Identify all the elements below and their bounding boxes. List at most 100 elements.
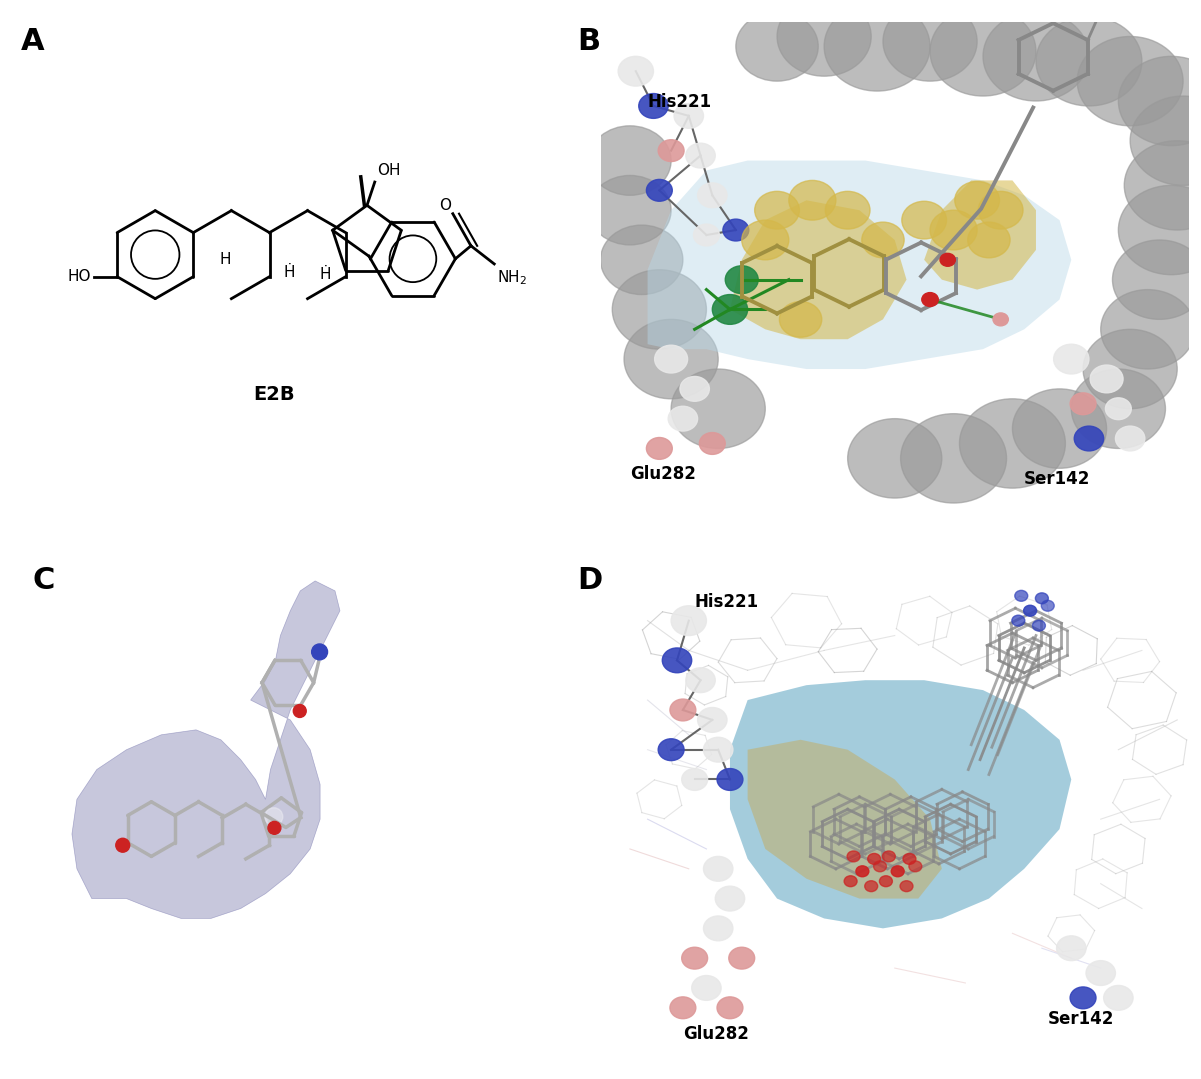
Circle shape — [1077, 37, 1183, 126]
Text: His221: His221 — [694, 592, 759, 611]
Circle shape — [754, 191, 800, 229]
Circle shape — [1033, 620, 1045, 631]
Text: Ḣ: Ḣ — [319, 267, 331, 282]
Circle shape — [698, 708, 727, 733]
Circle shape — [668, 406, 698, 432]
Circle shape — [682, 947, 707, 969]
Circle shape — [955, 181, 999, 219]
Circle shape — [930, 210, 978, 250]
Circle shape — [646, 179, 673, 202]
Text: Glu282: Glu282 — [683, 1025, 748, 1042]
Circle shape — [1036, 16, 1142, 106]
Circle shape — [625, 319, 718, 399]
Circle shape — [1118, 56, 1201, 146]
Circle shape — [1015, 590, 1028, 601]
Circle shape — [588, 176, 671, 245]
Circle shape — [1041, 600, 1054, 611]
Circle shape — [1057, 935, 1086, 960]
Circle shape — [1074, 426, 1104, 451]
Circle shape — [658, 139, 685, 162]
Polygon shape — [925, 180, 1036, 289]
Circle shape — [979, 191, 1023, 229]
Text: D: D — [576, 566, 602, 595]
Circle shape — [891, 865, 904, 877]
Text: Ser142: Ser142 — [1024, 470, 1091, 488]
Circle shape — [900, 880, 913, 891]
Circle shape — [716, 886, 745, 911]
Circle shape — [1071, 369, 1165, 449]
Circle shape — [312, 644, 328, 660]
Circle shape — [1083, 329, 1177, 409]
Circle shape — [646, 437, 673, 460]
Circle shape — [903, 853, 916, 864]
Circle shape — [1012, 615, 1024, 626]
Circle shape — [779, 301, 821, 338]
Circle shape — [692, 975, 721, 1000]
Circle shape — [662, 647, 692, 673]
Circle shape — [1124, 140, 1201, 230]
Circle shape — [682, 768, 707, 791]
Circle shape — [600, 226, 683, 295]
Circle shape — [825, 191, 870, 229]
Circle shape — [704, 737, 733, 762]
Circle shape — [862, 222, 904, 258]
Circle shape — [686, 144, 716, 168]
Circle shape — [847, 851, 860, 862]
Polygon shape — [647, 161, 1071, 369]
Circle shape — [717, 997, 743, 1019]
Circle shape — [670, 997, 695, 1019]
Circle shape — [115, 838, 130, 852]
Circle shape — [655, 345, 688, 373]
Text: C: C — [32, 566, 54, 595]
Circle shape — [1023, 605, 1036, 616]
Text: O: O — [440, 197, 452, 213]
Circle shape — [1053, 344, 1089, 374]
Circle shape — [639, 94, 668, 119]
Circle shape — [619, 56, 653, 86]
Circle shape — [901, 413, 1006, 503]
Circle shape — [883, 851, 895, 862]
Circle shape — [671, 605, 706, 636]
Circle shape — [588, 126, 671, 195]
Text: His221: His221 — [647, 93, 712, 111]
Circle shape — [723, 219, 748, 241]
Circle shape — [712, 295, 747, 325]
Circle shape — [856, 865, 868, 877]
Circle shape — [883, 2, 978, 81]
Circle shape — [1130, 96, 1201, 186]
Circle shape — [658, 739, 685, 761]
Circle shape — [693, 224, 719, 246]
Circle shape — [742, 220, 789, 260]
Circle shape — [968, 222, 1010, 258]
Circle shape — [729, 947, 754, 969]
Polygon shape — [72, 581, 340, 918]
Circle shape — [824, 2, 930, 91]
Circle shape — [736, 12, 818, 81]
Text: HO: HO — [67, 269, 91, 284]
Circle shape — [867, 853, 880, 864]
Circle shape — [879, 876, 892, 887]
Text: E2B: E2B — [253, 385, 295, 404]
Circle shape — [704, 916, 733, 941]
Circle shape — [844, 876, 858, 887]
Circle shape — [1070, 393, 1097, 414]
Circle shape — [1088, 0, 1111, 21]
Circle shape — [1112, 240, 1201, 319]
Circle shape — [940, 254, 955, 267]
Polygon shape — [730, 680, 1071, 928]
Circle shape — [725, 265, 758, 293]
Text: Ser142: Ser142 — [1047, 1010, 1115, 1027]
Text: NH$_2$: NH$_2$ — [497, 268, 527, 287]
Circle shape — [686, 668, 716, 693]
Circle shape — [265, 808, 282, 825]
Circle shape — [670, 699, 695, 721]
Circle shape — [960, 399, 1065, 488]
Circle shape — [1012, 388, 1106, 468]
Circle shape — [293, 705, 306, 718]
Circle shape — [922, 292, 938, 306]
Circle shape — [930, 6, 1036, 96]
Text: Glu282: Glu282 — [629, 465, 695, 483]
Circle shape — [902, 202, 946, 238]
Circle shape — [699, 433, 725, 454]
Circle shape — [1101, 289, 1195, 369]
